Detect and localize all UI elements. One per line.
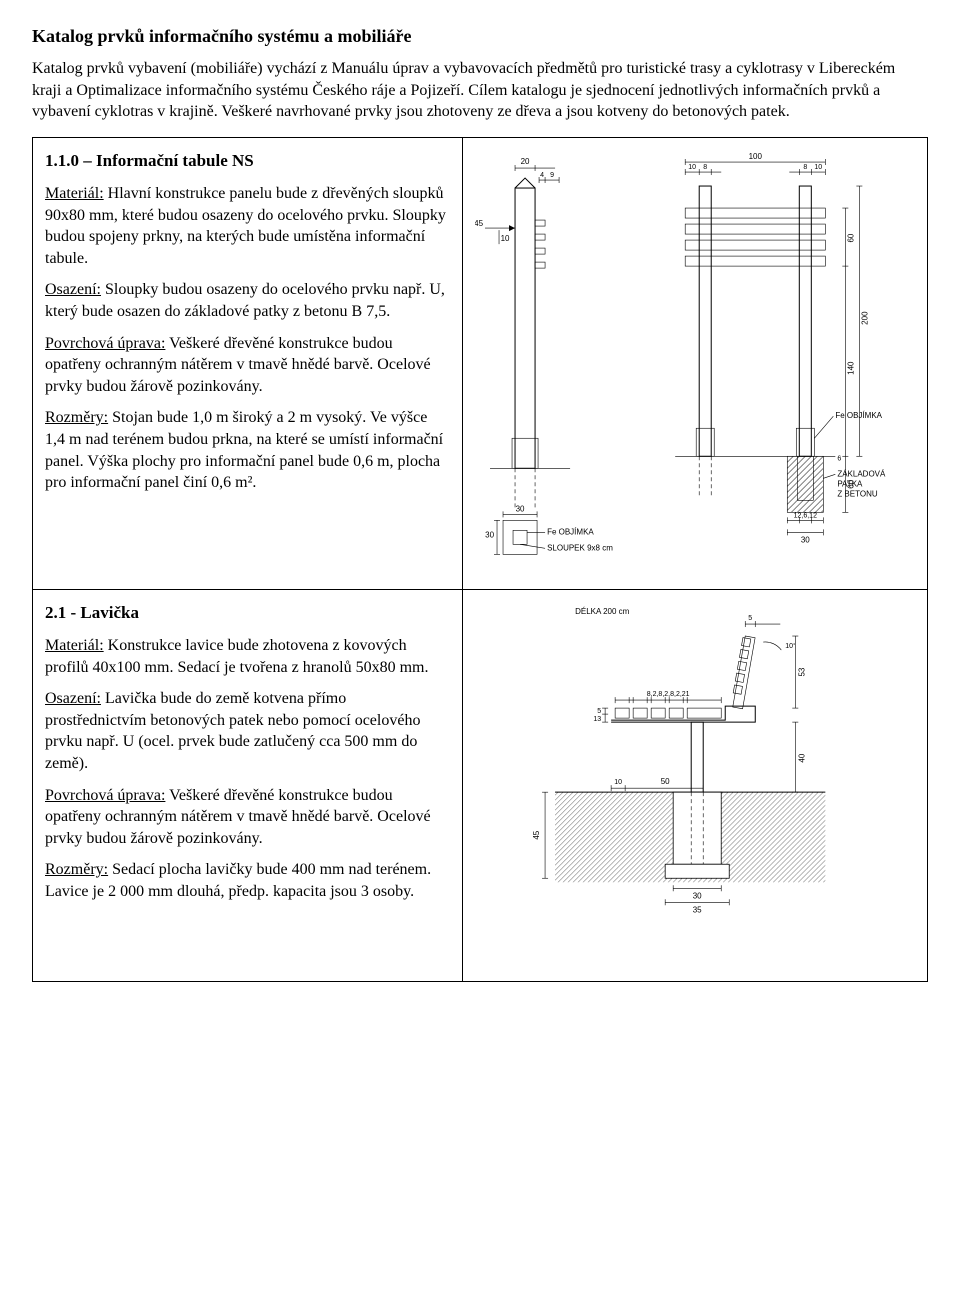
item1-osazeni: Osazení: Sloupky budou osazeny do ocelov…: [45, 279, 450, 322]
item2-material: Materiál: Konstrukce lavice bude zhotove…: [45, 635, 450, 678]
table-row: 2.1 - Lavička Materiál: Konstrukce lavic…: [33, 590, 928, 982]
item2-diagram-cell: DÉLKA 200 cm 5 10°: [462, 590, 927, 982]
item1-material: Materiál: Hlavní konstrukce panelu bude …: [45, 183, 450, 269]
dim-8a: 8: [703, 164, 707, 171]
dim-30b: 30: [485, 530, 494, 539]
found-label-2: PATKA: [837, 479, 863, 488]
catalog-table: 1.1.0 – Informační tabule NS Materiál: H…: [32, 137, 928, 982]
povrch-label: Povrchová úprava:: [45, 787, 165, 804]
dim-9: 9: [550, 172, 554, 179]
dim-60: 60: [846, 233, 855, 242]
dim-12-6-12: 12,6,12: [793, 512, 816, 519]
item1-heading: 1.1.0 – Informační tabule NS: [45, 150, 450, 173]
item1-povrch: Povrchová úprava: Veškeré dřevěné konstr…: [45, 333, 450, 398]
povrch-label: Povrchová úprava:: [45, 335, 165, 352]
dim-4: 4: [540, 172, 544, 179]
item2-rozmery: Rozměry: Sedací plocha lavičky bude 400 …: [45, 859, 450, 902]
dim-13: 13: [593, 716, 601, 723]
item1-diagram: 20 4 9 45: [475, 148, 915, 575]
found-label-1: ZÁKLADOVÁ: [837, 469, 886, 478]
item1-rozmery: Rozměry: Stojan bude 1,0 m široký a 2 m …: [45, 407, 450, 493]
dim-10deg: 10°: [785, 642, 796, 650]
clamp-label-a: Fe OBJÍMKA: [547, 527, 594, 536]
dim-10d: 10: [614, 779, 622, 786]
clamp-label-b: Fe OBJÍMKA: [835, 411, 882, 420]
dim-50: 50: [660, 777, 669, 786]
osazeni-text: Sloupky budou osazeny do ocelového prvku…: [45, 281, 445, 320]
item1-text-cell: 1.1.0 – Informační tabule NS Materiál: H…: [33, 138, 463, 590]
material-label: Materiál:: [45, 637, 104, 654]
item2-heading: 2.1 - Lavička: [45, 602, 450, 625]
osazeni-label: Osazení:: [45, 281, 101, 298]
dim-20: 20: [520, 157, 529, 166]
dim-10: 10: [500, 234, 509, 243]
item2-povrch: Povrchová úprava: Veškeré dřevěné konstr…: [45, 785, 450, 850]
dim-53: 53: [797, 667, 806, 676]
dim-100: 100: [748, 152, 762, 161]
dim-30d: 30: [692, 891, 701, 900]
intro-paragraph: Katalog prvků vybavení (mobiliáře) vychá…: [32, 58, 928, 123]
material-label: Materiál:: [45, 185, 104, 202]
item2-osazeni: Osazení: Lavička bude do země kotvena př…: [45, 688, 450, 774]
item2-text-cell: 2.1 - Lavička Materiál: Konstrukce lavic…: [33, 590, 463, 982]
dim-5: 5: [748, 615, 752, 622]
dim-slats: 8,2,8,2,8,2,21: [646, 691, 689, 698]
dim-45b: 45: [532, 830, 541, 839]
dim-6: 6: [837, 455, 841, 462]
dim-30a: 30: [515, 504, 524, 513]
dim-5b: 5: [597, 708, 601, 715]
dim-35: 35: [692, 905, 701, 914]
table-row: 1.1.0 – Informační tabule NS Materiál: H…: [33, 138, 928, 590]
dim-8b: 8: [803, 164, 807, 171]
length-label: DÉLKA 200 cm: [575, 607, 630, 616]
dim-10c: 10: [814, 164, 822, 171]
osazeni-text: Lavička bude do země kotvena přímo prost…: [45, 690, 420, 772]
osazeni-label: Osazení:: [45, 690, 101, 707]
found-label-3: Z BETONU: [837, 489, 878, 498]
dim-40: 40: [797, 753, 806, 762]
dim-30c: 30: [800, 535, 809, 544]
dim-10b: 10: [688, 164, 696, 171]
rozmery-label: Rozměry:: [45, 409, 108, 426]
dim-200: 200: [860, 311, 869, 325]
dim-45: 45: [475, 219, 484, 228]
dim-140: 140: [846, 361, 855, 375]
footer-label: SLOUPEK 9x8 cm: [547, 543, 613, 552]
page-title: Katalog prvků informačního systému a mob…: [32, 24, 928, 48]
item2-diagram: DÉLKA 200 cm 5 10°: [475, 600, 915, 967]
rozmery-label: Rozměry:: [45, 861, 108, 878]
material-text: Hlavní konstrukce panelu bude z dřevěnýc…: [45, 185, 446, 267]
item1-diagram-cell: 20 4 9 45: [462, 138, 927, 590]
